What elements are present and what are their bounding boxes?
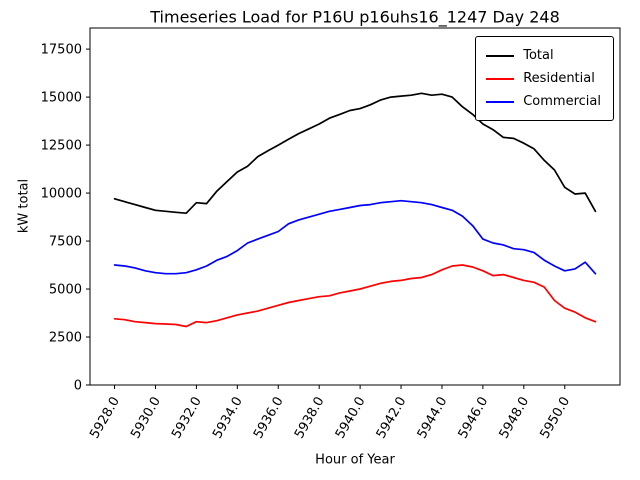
y-tick-label: 15000 [41,91,82,106]
x-tick-label: 5928.0 [87,395,123,442]
commercial-line-swatch [486,100,515,103]
total-line-swatch [486,54,515,57]
x-tick-label: 5940.0 [333,395,369,442]
series-commercial-line [113,199,597,275]
y-tick-label: 10000 [41,187,82,202]
y-tick-label: 17500 [41,43,82,58]
x-tick-label: 5936.0 [251,395,287,442]
y-tick-label: 0 [74,379,82,394]
legend-entry-commercial: Commercial [486,90,601,113]
legend: Total Residential Commercial [475,36,614,121]
x-tick-label: 5950.0 [537,395,573,442]
x-tick-label: 5942.0 [374,395,410,442]
series-total-line [113,92,597,215]
legend-entry-total: Total [486,44,601,67]
legend-label-commercial: Commercial [523,94,601,109]
series-residential-line [113,264,597,328]
x-tick-label: 5932.0 [169,395,205,442]
residential-line-swatch [486,77,515,80]
chart-title: Timeseries Load for P16U p16uhs16_1247 D… [150,7,560,27]
y-tick-label: 2500 [49,331,82,346]
y-axis-label: kW total [16,178,32,234]
x-tick-label: 5946.0 [456,395,492,442]
x-tick-label: 5930.0 [128,395,164,442]
y-tick-label: 5000 [49,283,82,298]
x-axis-label: Hour of Year [315,452,395,468]
legend-entry-residential: Residential [486,67,601,90]
y-tick-label: 12500 [41,139,82,154]
legend-label-total: Total [523,48,554,63]
x-tick-label: 5948.0 [497,395,533,442]
y-tick-label: 7500 [49,235,82,250]
x-tick-label: 5938.0 [292,395,328,442]
legend-label-residential: Residential [523,71,595,86]
axes-border [89,27,621,386]
x-tick-label: 5934.0 [210,395,246,442]
x-tick-label: 5944.0 [415,395,451,442]
